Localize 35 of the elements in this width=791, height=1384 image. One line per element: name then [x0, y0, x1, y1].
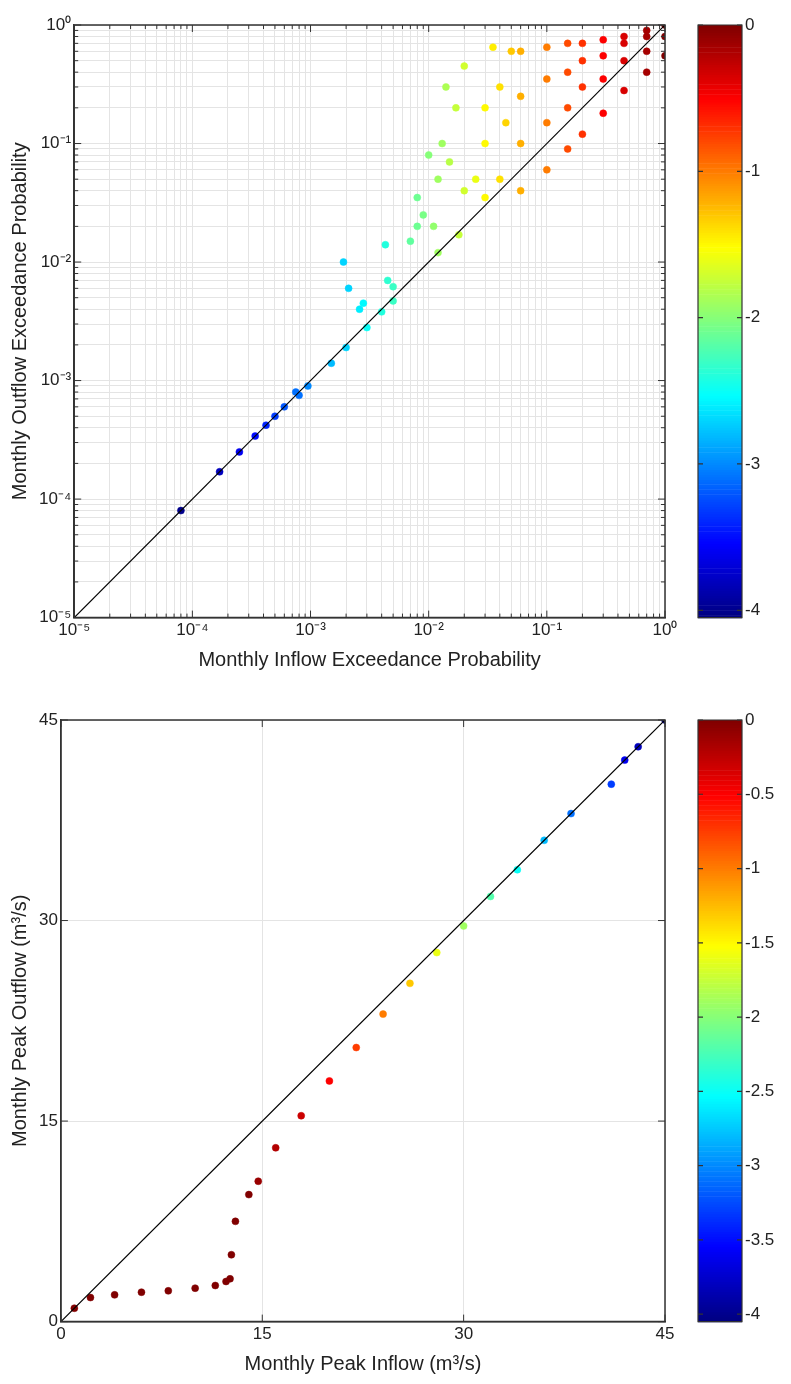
y-tick-label: 0	[48, 1311, 58, 1331]
color-bar-label: -3.5	[745, 1229, 775, 1249]
y-tick-label: 10⁻¹	[40, 133, 72, 153]
color-bar-label: -3	[745, 453, 761, 473]
x-tick-label: 30	[454, 1324, 474, 1344]
y-tick-label: 30	[38, 910, 58, 930]
color-bar-label: -1	[745, 858, 761, 878]
color-bar-label: 0	[745, 14, 755, 34]
color-bar-label: 0	[745, 709, 755, 729]
x-tick-label: 10⁻¹	[531, 620, 563, 640]
color-bar-label: -2	[745, 307, 761, 327]
x-tick-label: 10⁻⁴	[176, 620, 209, 640]
color-bar-label: -0.5	[745, 783, 775, 803]
y-tick-label: 10⁻²	[40, 251, 72, 271]
color-bar-label: -4	[745, 1303, 761, 1323]
color-bar-label: -2.5	[745, 1081, 775, 1101]
color-bar-label: -1.5	[745, 932, 775, 952]
y-tick-label: 10⁻³	[40, 370, 72, 390]
x-tick-label: 10⁻³	[295, 620, 327, 640]
x-tick-label: 10⁻²	[413, 620, 445, 640]
color-bar-label: -4	[745, 599, 761, 619]
x-axis-title: Monthly Inflow Exceedance Probability	[198, 647, 541, 670]
color-bar-label: -3	[745, 1155, 761, 1175]
x-tick-label: 15	[252, 1324, 272, 1344]
y-axis-title: Monthly Peak Outflow (m³/s)	[7, 894, 30, 1147]
x-tick-label: 45	[655, 1324, 675, 1344]
y-tick-label: 15	[38, 1110, 58, 1130]
color-bar-label: -2	[745, 1006, 761, 1026]
y-axis-title: Monthly Outflow Exceedance Probability	[7, 142, 30, 501]
x-axis-title: Monthly Peak Inflow (m³/s)	[244, 1351, 482, 1374]
y-tick-label: 10⁻⁴	[39, 488, 72, 508]
y-tick-label: 45	[38, 709, 58, 729]
x-tick-label: 10⁰	[652, 620, 678, 640]
color-bar-label: -1	[745, 161, 761, 181]
y-tick-label: 10⁰	[46, 14, 72, 34]
